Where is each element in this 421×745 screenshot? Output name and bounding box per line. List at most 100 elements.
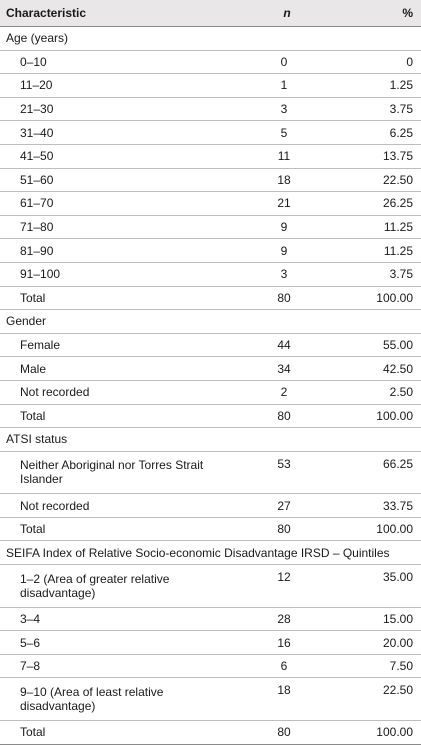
- section-label: Age (years): [0, 26, 421, 51]
- section-row: SEIFA Index of Relative Socio-economic D…: [0, 540, 421, 566]
- row-percent-value: 22.50: [331, 168, 421, 193]
- row-percent-value: 7.50: [331, 654, 421, 679]
- row-label: 3–4: [0, 607, 237, 632]
- row-percent-value: 26.25: [331, 191, 421, 216]
- table-row: Male 34 42.50: [0, 356, 421, 381]
- header-percent: %: [331, 0, 421, 27]
- section-row: ATSI status: [0, 427, 421, 452]
- row-label: Total: [0, 286, 237, 311]
- row-label: 41–50: [0, 144, 237, 169]
- row-label: 5–6: [0, 630, 237, 655]
- row-label: 81–90: [0, 238, 237, 263]
- row-label: 1–2 (Area of greater relative disadvanta…: [0, 564, 237, 608]
- table-row: 81–90 9 11.25: [0, 238, 421, 263]
- table-row: 9–10 (Area of least relative disadvantag…: [0, 677, 421, 722]
- row-label: 91–100: [0, 262, 237, 287]
- table-row: 11–20 1 1.25: [0, 73, 421, 98]
- header-n: n: [237, 0, 331, 27]
- row-percent-value: 35.00: [331, 564, 421, 608]
- row-n-value: 27: [237, 493, 331, 518]
- section-label: ATSI status: [0, 427, 421, 452]
- row-percent-value: 42.50: [331, 356, 421, 381]
- row-n-value: 3: [237, 262, 331, 287]
- row-n-value: 11: [237, 144, 331, 169]
- table-row: 91–100 3 3.75: [0, 262, 421, 287]
- row-n-value: 0: [237, 50, 331, 75]
- table-row: Not recorded 2 2.50: [0, 380, 421, 405]
- row-percent-value: 11.25: [331, 215, 421, 240]
- row-n-value: 1: [237, 73, 331, 98]
- table-header-row: Characteristic n %: [0, 0, 421, 27]
- row-label: 21–30: [0, 97, 237, 122]
- row-percent-value: 100.00: [331, 517, 421, 542]
- row-label: Total: [0, 404, 237, 429]
- row-percent-value: 66.25: [331, 451, 421, 495]
- section-row: Age (years): [0, 26, 421, 51]
- row-label: Not recorded: [0, 493, 237, 518]
- row-n-value: 12: [237, 564, 331, 608]
- table-row: Female 44 55.00: [0, 333, 421, 358]
- table-row: Total 80 100.00: [0, 517, 421, 542]
- row-label: 61–70: [0, 191, 237, 216]
- row-percent-value: 3.75: [331, 97, 421, 122]
- row-n-value: 6: [237, 654, 331, 679]
- row-label: 0–10: [0, 50, 237, 75]
- table-row: Total 80 100.00: [0, 404, 421, 429]
- row-label: Female: [0, 333, 237, 358]
- row-percent-value: 6.25: [331, 120, 421, 145]
- row-n-value: 16: [237, 630, 331, 655]
- row-percent-value: 33.75: [331, 493, 421, 518]
- row-percent-value: 2.50: [331, 380, 421, 405]
- row-percent-value: 15.00: [331, 607, 421, 632]
- row-percent-value: 20.00: [331, 630, 421, 655]
- row-percent-value: 11.25: [331, 238, 421, 263]
- header-characteristic: Characteristic: [0, 0, 237, 27]
- row-n-value: 34: [237, 356, 331, 381]
- row-n-value: 21: [237, 191, 331, 216]
- row-label: 31–40: [0, 120, 237, 145]
- row-n-value: 9: [237, 238, 331, 263]
- row-label: 51–60: [0, 168, 237, 193]
- row-n-value: 18: [237, 677, 331, 722]
- table-body: Age (years) 0–10 0 0 11–20 1 1.25 21–30 3 3.75 31–…: [0, 26, 421, 745]
- row-label: Total: [0, 517, 237, 542]
- row-n-value: 80: [237, 720, 331, 745]
- section-row: Gender: [0, 309, 421, 334]
- table-row: 31–40 5 6.25: [0, 120, 421, 145]
- row-n-value: 80: [237, 286, 331, 311]
- table-row: Not recorded 27 33.75: [0, 493, 421, 518]
- row-label: 7–8: [0, 654, 237, 679]
- row-n-value: 2: [237, 380, 331, 405]
- table-row: Total 80 100.00: [0, 720, 421, 745]
- table-row: 0–10 0 0: [0, 50, 421, 75]
- row-n-value: 5: [237, 120, 331, 145]
- table-row: 41–50 11 13.75: [0, 144, 421, 169]
- table-row: 61–70 21 26.25: [0, 191, 421, 216]
- row-label: 9–10 (Area of least relative disadvantag…: [0, 677, 237, 722]
- section-label: Gender: [0, 309, 421, 334]
- row-n-value: 44: [237, 333, 331, 358]
- row-label: Not recorded: [0, 380, 237, 405]
- table-row: 51–60 18 22.50: [0, 168, 421, 193]
- row-label: Neither Aboriginal nor Torres Strait Isl…: [0, 451, 237, 495]
- table-row: 5–6 16 20.00: [0, 630, 421, 655]
- row-percent-value: 100.00: [331, 286, 421, 311]
- row-label: 71–80: [0, 215, 237, 240]
- row-percent-value: 55.00: [331, 333, 421, 358]
- row-percent-value: 22.50: [331, 677, 421, 722]
- section-label: SEIFA Index of Relative Socio-economic D…: [0, 540, 421, 566]
- row-n-value: 80: [237, 517, 331, 542]
- row-percent-value: 13.75: [331, 144, 421, 169]
- row-percent-value: 3.75: [331, 262, 421, 287]
- row-percent-value: 0: [331, 50, 421, 75]
- row-percent-value: 100.00: [331, 404, 421, 429]
- row-label: Male: [0, 356, 237, 381]
- table-row: 1–2 (Area of greater relative disadvanta…: [0, 564, 421, 608]
- row-n-value: 9: [237, 215, 331, 240]
- table-row: Total 80 100.00: [0, 286, 421, 311]
- table-row: 71–80 9 11.25: [0, 215, 421, 240]
- row-label: Total: [0, 720, 237, 745]
- row-n-value: 80: [237, 404, 331, 429]
- row-n-value: 28: [237, 607, 331, 632]
